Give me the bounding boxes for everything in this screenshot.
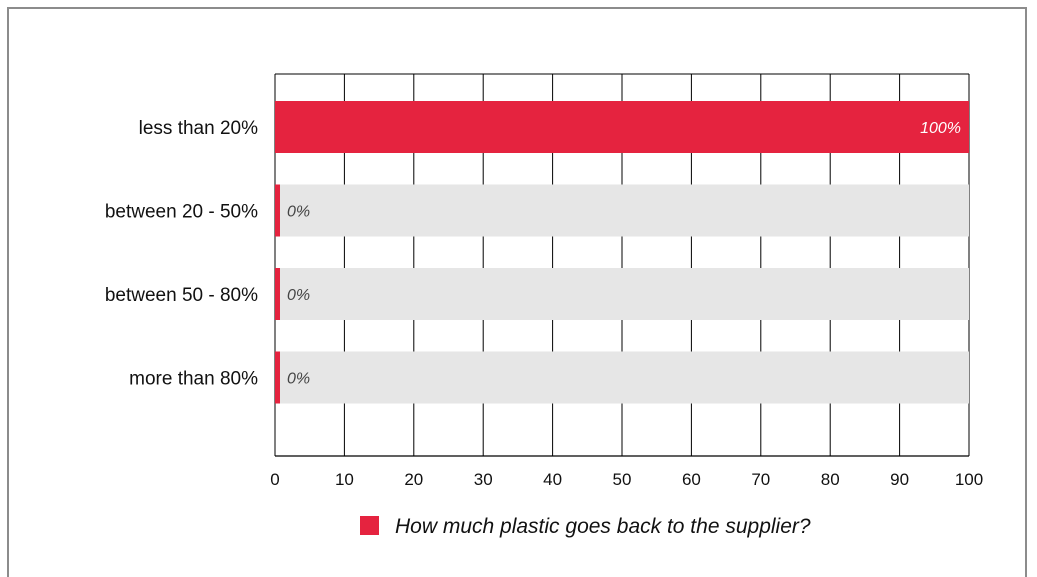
data-label: 100% [920, 120, 961, 137]
category-label: between 50 - 80% [105, 285, 258, 306]
x-tick-label: 40 [543, 470, 562, 489]
x-tick-label: 70 [751, 470, 770, 489]
category-label: between 20 - 50% [105, 202, 258, 223]
x-tick-label: 0 [270, 470, 279, 489]
legend-label: How much plastic goes back to the suppli… [395, 515, 811, 538]
legend-swatch [360, 516, 379, 535]
bar-track [275, 268, 969, 320]
bar-track [275, 184, 969, 237]
x-tick-label: 20 [404, 470, 423, 489]
x-tick-label: 50 [613, 470, 632, 489]
chart-frame [7, 7, 1027, 577]
data-label: 0% [287, 204, 310, 221]
bar [275, 351, 280, 404]
bar-fill [275, 101, 969, 153]
data-label: 0% [287, 371, 310, 388]
legend: How much plastic goes back to the suppli… [360, 515, 811, 538]
data-label: 0% [287, 287, 310, 304]
x-tick-label: 60 [682, 470, 701, 489]
labels: less than 20% between 20 - 50% between 50 … [105, 118, 983, 489]
bar [275, 184, 280, 237]
x-tick-label: 30 [474, 470, 493, 489]
x-tick-label: 100 [955, 470, 983, 489]
x-tick-label: 90 [890, 470, 909, 489]
bar-track [275, 351, 969, 404]
bar [275, 268, 280, 320]
category-label: more than 80% [129, 369, 258, 390]
x-tick-label: 80 [821, 470, 840, 489]
x-tick-label: 10 [335, 470, 354, 489]
category-label: less than 20% [139, 118, 258, 139]
